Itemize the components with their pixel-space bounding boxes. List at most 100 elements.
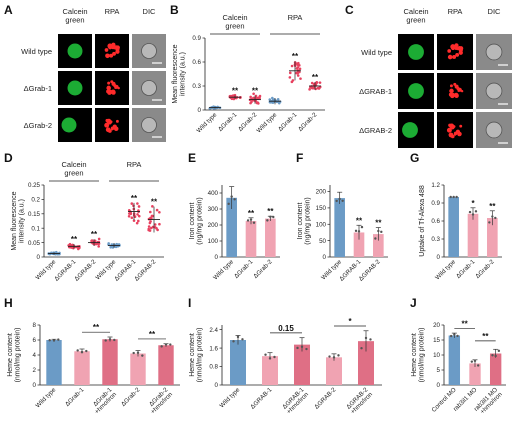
bar — [467, 213, 479, 257]
red-puncta — [105, 53, 110, 59]
data-point — [130, 202, 134, 205]
cell-green — [402, 122, 418, 138]
replicate-point — [455, 195, 458, 199]
x-tick-label: Wild type — [218, 386, 241, 409]
x-tick-label: ΔGrab-2 — [252, 258, 274, 280]
column-header: RPA — [448, 7, 463, 16]
panel-letter-g: G — [410, 151, 419, 165]
red-puncta — [111, 46, 115, 50]
red-puncta — [109, 53, 114, 58]
replicate-point — [80, 350, 84, 354]
bar — [46, 340, 62, 385]
micrograph-tile — [437, 112, 473, 148]
x-tick-label: ΔGrab-1 — [233, 258, 255, 280]
red-puncta — [450, 134, 455, 139]
red-puncta — [447, 49, 452, 53]
chart-b: 0 0.3 0.6 0.9 Mean fluorescenceintensity (a.… — [172, 13, 325, 134]
red-puncta — [449, 84, 453, 88]
cell-dic — [485, 121, 503, 139]
replicate-point — [108, 338, 112, 341]
replicate-point — [473, 359, 477, 363]
replicate-point — [272, 215, 275, 219]
chart-g: 0 0.3 0.6 0.9 1.2 Uptake of Tf-Alexa 488 Wild … — [419, 182, 502, 281]
red-puncta — [106, 128, 109, 131]
significance-mark: ** — [375, 219, 382, 228]
replicate-point — [360, 225, 364, 229]
y-tick-label: 200 — [208, 222, 219, 229]
data-point — [127, 209, 131, 212]
x-tick-label: ΔGRAB-1+hmo/iron — [281, 386, 311, 416]
replicate-point — [470, 360, 474, 363]
red-puncta — [104, 122, 110, 128]
y-tick-label: 200 — [316, 189, 327, 196]
replicate-point — [471, 213, 475, 216]
data-point — [288, 71, 292, 75]
red-puncta — [107, 120, 112, 125]
y-tick-label: 10 — [433, 352, 440, 359]
data-point — [288, 76, 292, 79]
data-point — [252, 92, 255, 96]
panel-letter-b: B — [170, 3, 179, 17]
data-point — [252, 96, 255, 100]
red-puncta — [447, 54, 453, 60]
data-point — [132, 219, 136, 222]
replicate-point — [57, 338, 60, 341]
y-tick-label: 0.6 — [192, 59, 201, 66]
data-point — [132, 204, 135, 208]
x-tick-label: ΔGRAB-2 — [313, 386, 338, 411]
red-puncta — [452, 54, 457, 59]
red-puncta — [107, 81, 111, 85]
data-point — [277, 101, 281, 105]
x-tick-label: ΔGrab-1 — [455, 258, 477, 280]
red-puncta — [458, 50, 463, 55]
data-point — [291, 79, 295, 82]
significance-mark: ** — [489, 202, 496, 211]
column-header: RPA — [105, 7, 120, 16]
data-point — [149, 210, 152, 214]
cell-dic — [141, 117, 157, 133]
data-point — [153, 225, 157, 229]
data-point — [268, 98, 272, 101]
data-point — [310, 81, 314, 85]
bar — [358, 341, 374, 385]
x-tick-label: ΔGrab-2+hmo/iron — [145, 386, 175, 416]
y-tick-label: 300 — [208, 206, 219, 213]
data-point — [155, 208, 159, 212]
replicate-point — [380, 230, 383, 234]
replicate-point — [264, 353, 267, 356]
y-tick-label: 0.15 — [28, 211, 41, 218]
y-axis-label: Iron content(ng/mg protein) — [297, 197, 312, 244]
x-tick-label: ΔGrab-1+hmo/iron — [89, 386, 119, 416]
significance-mark: * — [471, 199, 475, 208]
x-tick-label: ΔGrab-1 — [217, 111, 239, 133]
y-tick-label: 20 — [433, 322, 440, 329]
data-point — [114, 245, 118, 249]
micrograph-tile — [95, 108, 129, 142]
y-tick-label: 0 — [437, 254, 441, 261]
replicate-point — [354, 229, 358, 233]
replicate-point — [332, 356, 336, 359]
bar — [353, 232, 365, 257]
data-point — [318, 81, 322, 84]
y-tick-label: 5 — [437, 367, 441, 374]
replicate-point — [468, 210, 472, 214]
replicate-point — [273, 355, 276, 359]
red-puncta — [458, 46, 464, 51]
data-point — [299, 77, 302, 80]
x-tick-label: Wild type — [434, 258, 457, 281]
x-tick-label: Wild type — [34, 386, 57, 409]
panel-letter-c: C — [345, 3, 354, 17]
data-point — [249, 95, 252, 99]
red-puncta — [110, 89, 116, 95]
cell-green — [408, 44, 424, 60]
y-tick-label: 0 — [215, 254, 219, 261]
replicate-point — [449, 334, 453, 338]
micrograph-tile — [437, 73, 473, 109]
replicate-point — [377, 229, 380, 233]
red-puncta — [108, 45, 113, 50]
replicate-point — [85, 349, 88, 353]
replicate-point — [456, 334, 459, 338]
x-tick-label: Wild type — [212, 258, 235, 281]
x-tick-label: ΔGrab-2 — [120, 386, 142, 408]
